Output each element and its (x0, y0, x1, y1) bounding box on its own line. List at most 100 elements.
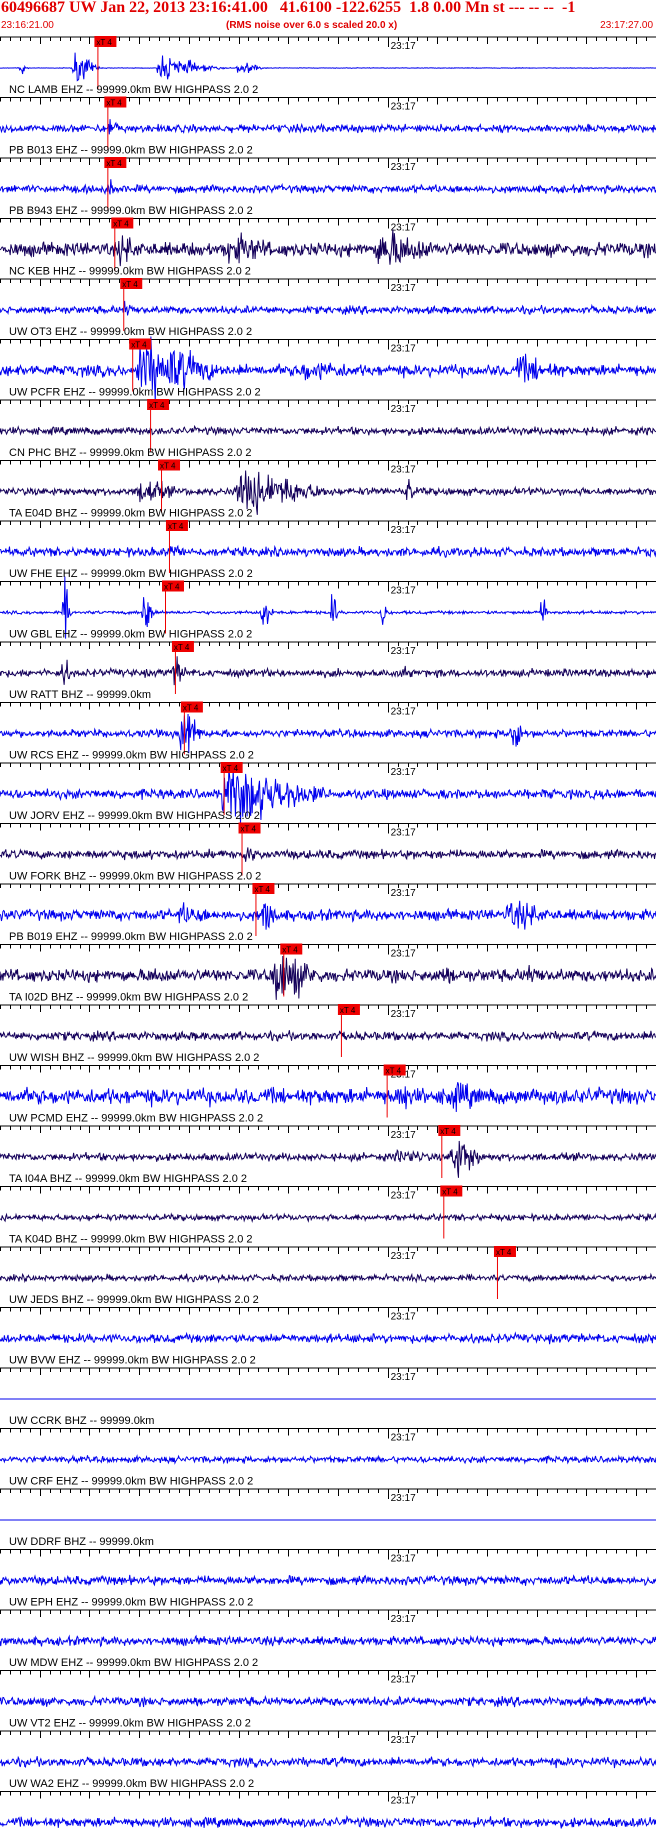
pick-label: xT 4 (160, 462, 176, 471)
minute-label: 23:17 (391, 1372, 416, 1383)
minute-label: 23:17 (391, 1554, 416, 1565)
station-label: CN PHC BHZ -- 99999.0km BW HIGHPASS 2.0 … (9, 447, 251, 459)
pick-flag (440, 1185, 463, 1197)
station-label: UW MDW EHZ -- 99999.0km BW HIGHPASS 2.0 … (9, 1657, 258, 1669)
station-label: UW RATT BHZ -- 99999.0km (9, 689, 151, 701)
station-label: UW RCS EHZ -- 99999.0km BW HIGHPASS 2.0 … (9, 750, 254, 762)
pick-label: xT 4 (113, 220, 129, 229)
start-time: 23:16:21.00 (1, 20, 54, 31)
pick-flag (165, 520, 188, 531)
station-label: UW JEDS BHZ -- 99999.0km BW HIGHPASS 2.0… (9, 1294, 259, 1306)
station-label: UW CRF EHZ -- 99999.0km BW HIGHPASS 2.0 … (9, 1476, 253, 1488)
waveform-trace (0, 119, 656, 135)
station-label: PB B013 EHZ -- 99999.0km BW HIGHPASS 2.0… (9, 145, 253, 157)
waveform-trace (0, 179, 656, 196)
waveform-trace (0, 956, 656, 1000)
waveform-trace (0, 1634, 656, 1648)
pick-flag (158, 459, 181, 471)
waveform-trace (0, 656, 656, 686)
minute-label: 23:17 (391, 646, 416, 657)
event-title: 60496687 UW Jan 22, 2013 23:16:41.00 41.… (1, 0, 576, 16)
pick-label: xT 4 (122, 280, 138, 289)
pick-flag (120, 278, 143, 289)
pick-label: xT 4 (440, 1127, 456, 1136)
pick-label: xT 4 (183, 704, 199, 713)
station-label: NC KEB HHZ -- 99999.0km BW HIGHPASS 2.0 … (9, 266, 251, 278)
end-time: 23:17:27.00 (600, 20, 653, 31)
station-label: UW VT2 EHZ -- 99999.0km BW HIGHPASS 2.0 … (9, 1718, 251, 1730)
minute-label: 23:17 (391, 344, 416, 355)
minute-label: 23:17 (391, 1675, 416, 1686)
waveform-trace (0, 1574, 656, 1587)
waveform-trace (0, 767, 656, 825)
pick-flag (94, 36, 117, 47)
station-label: UW PCFR EHZ -- 99999.0km BW HIGHPASS 2.0… (9, 387, 261, 399)
pick-label: xT 4 (241, 825, 257, 834)
station-label: UW OT3 EHZ -- 99999.0km BW HIGHPASS 2.0 … (9, 326, 252, 338)
waveform-trace (0, 1331, 656, 1345)
minute-label: 23:17 (391, 888, 416, 899)
waveform-trace (0, 336, 656, 402)
minute-label: 23:17 (391, 1433, 416, 1444)
station-label: UW EPH EHZ -- 99999.0km BW HIGHPASS 2.0 … (9, 1597, 253, 1609)
waveform-trace (0, 1140, 656, 1178)
noise-note: (RMS noise over 6.0 s scaled 20.0 x) (226, 20, 398, 31)
pick-label: xT 4 (106, 99, 122, 108)
minute-label: 23:17 (391, 767, 416, 778)
minute-label: 23:17 (391, 586, 416, 597)
pick-flag (129, 338, 152, 350)
station-label: UW FORK BHZ -- 99999.0km BW HIGHPASS 2.0… (9, 871, 261, 883)
minute-label: 23:17 (391, 1493, 416, 1504)
minute-label: 23:17 (391, 102, 416, 113)
waveform-trace (0, 1454, 656, 1465)
pick-flag (180, 701, 203, 713)
waveform-trace (0, 1212, 656, 1223)
pick-label: xT 4 (223, 764, 239, 773)
station-label: TA K04D BHZ -- 99999.0km BW HIGHPASS 2.0… (9, 1234, 253, 1246)
pick-flag (383, 1064, 406, 1076)
station-label: PB B943 EHZ -- 99999.0km BW HIGHPASS 2.0… (9, 205, 253, 217)
pick-flag (438, 1125, 461, 1136)
pick-flag (171, 641, 194, 652)
minute-label: 23:17 (391, 162, 416, 173)
waveform-trace (0, 424, 656, 437)
station-label: UW DDRF BHZ -- 99999.0km (9, 1536, 154, 1548)
waveform-trace (0, 1029, 656, 1043)
pick-flag (220, 762, 243, 773)
waveform-trace (0, 52, 656, 82)
minute-label: 23:17 (391, 223, 416, 234)
station-label: UW WA2 EHZ -- 99999.0km BW HIGHPASS 2.0 … (9, 1778, 254, 1790)
minute-label: 23:17 (391, 707, 416, 718)
station-label: UW BVW EHZ -- 99999.0km BW HIGHPASS 2.0 … (9, 1355, 256, 1367)
waveform-trace (0, 1814, 656, 1829)
minute-label: 23:17 (391, 41, 416, 52)
pick-label: xT 4 (106, 159, 122, 168)
minute-label: 23:17 (391, 828, 416, 839)
pick-flag (238, 822, 261, 834)
waveform-trace (0, 300, 656, 316)
station-label: UW PCMD EHZ -- 99999.0km BW HIGHPASS 2.0… (9, 1113, 263, 1125)
station-label: NC LAMB EHZ -- 99999.0km BW HIGHPASS 2.0… (9, 84, 258, 96)
station-label: UW JORV EHZ -- 99999.0km BW HIGHPASS 2.0… (9, 810, 260, 822)
pick-flag (493, 1246, 516, 1257)
station-label: TA I02D BHZ -- 99999.0km BW HIGHPASS 2.0… (9, 992, 248, 1004)
waveform-trace (0, 544, 656, 558)
minute-label: 23:17 (391, 1614, 416, 1625)
station-label: UW GBL EHZ -- 99999.0km BW HIGHPASS 2.0 … (9, 629, 252, 641)
minute-label: 23:17 (391, 1735, 416, 1746)
pick-flag (161, 580, 184, 592)
waveform-trace (0, 1755, 656, 1769)
waveform-trace (0, 1082, 656, 1112)
pick-label: xT 4 (386, 1067, 402, 1076)
pick-label: xT 4 (442, 1188, 458, 1197)
pick-flag (252, 883, 275, 894)
station-label: UW CCRK BHZ -- 99999.0km (9, 1415, 154, 1427)
waveform-trace (0, 847, 656, 862)
minute-label: 23:17 (391, 525, 416, 536)
waveform-trace (0, 1694, 656, 1708)
pick-label: xT 4 (496, 1248, 512, 1257)
minute-label: 23:17 (391, 404, 416, 415)
minute-label: 23:17 (391, 949, 416, 960)
waveform-trace (0, 576, 656, 639)
station-label: UW FHE EHZ -- 99999.0km BW HIGHPASS 2.0 … (9, 568, 253, 580)
